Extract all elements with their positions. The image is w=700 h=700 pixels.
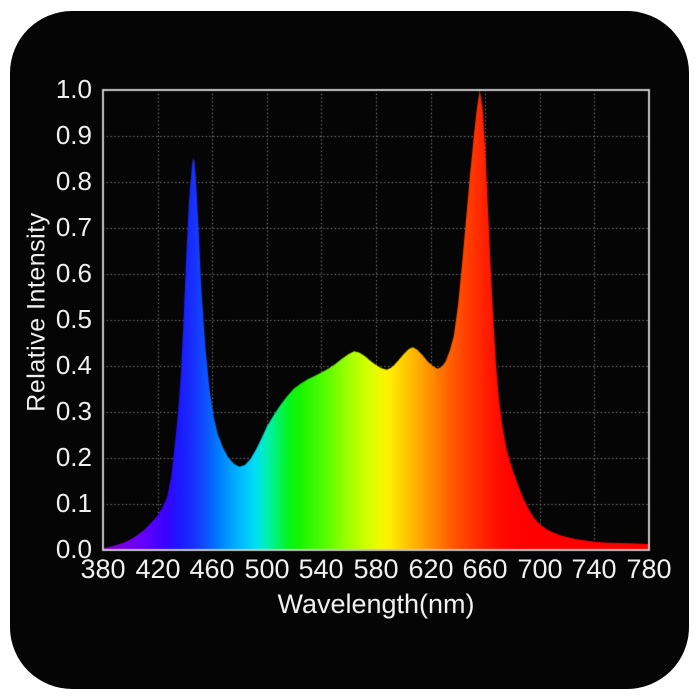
x-tick-label: 540: [298, 554, 344, 584]
y-tick-label: 0.7: [55, 211, 92, 242]
x-tick-label: 580: [353, 554, 399, 584]
y-tick-label: 0.9: [55, 119, 92, 150]
y-tick-label: 1.0: [55, 73, 92, 104]
y-tick-label: 0.6: [55, 257, 92, 288]
y-axis-title: Relative Intensity: [22, 212, 51, 412]
y-tick-label: 0.2: [55, 441, 92, 472]
y-tick-label: 0.0: [55, 533, 92, 564]
x-tick-label: 780: [626, 554, 672, 584]
x-tick-label: 700: [517, 554, 563, 584]
y-tick-label: 0.3: [55, 395, 92, 426]
x-axis-title: Wavelength(nm): [277, 589, 475, 619]
y-tick-label: 0.1: [55, 487, 92, 518]
x-tick-label: 620: [408, 554, 454, 584]
x-tick-label: 660: [462, 554, 508, 584]
y-tick-label: 0.5: [55, 303, 92, 334]
y-tick-label: 0.4: [55, 349, 92, 380]
x-tick-label: 460: [189, 554, 235, 584]
x-tick-label: 420: [135, 554, 181, 584]
x-tick-label: 500: [244, 554, 290, 584]
x-tick-label: 380: [80, 554, 126, 584]
x-tick-label: 740: [571, 554, 617, 584]
y-tick-label: 0.8: [55, 165, 92, 196]
